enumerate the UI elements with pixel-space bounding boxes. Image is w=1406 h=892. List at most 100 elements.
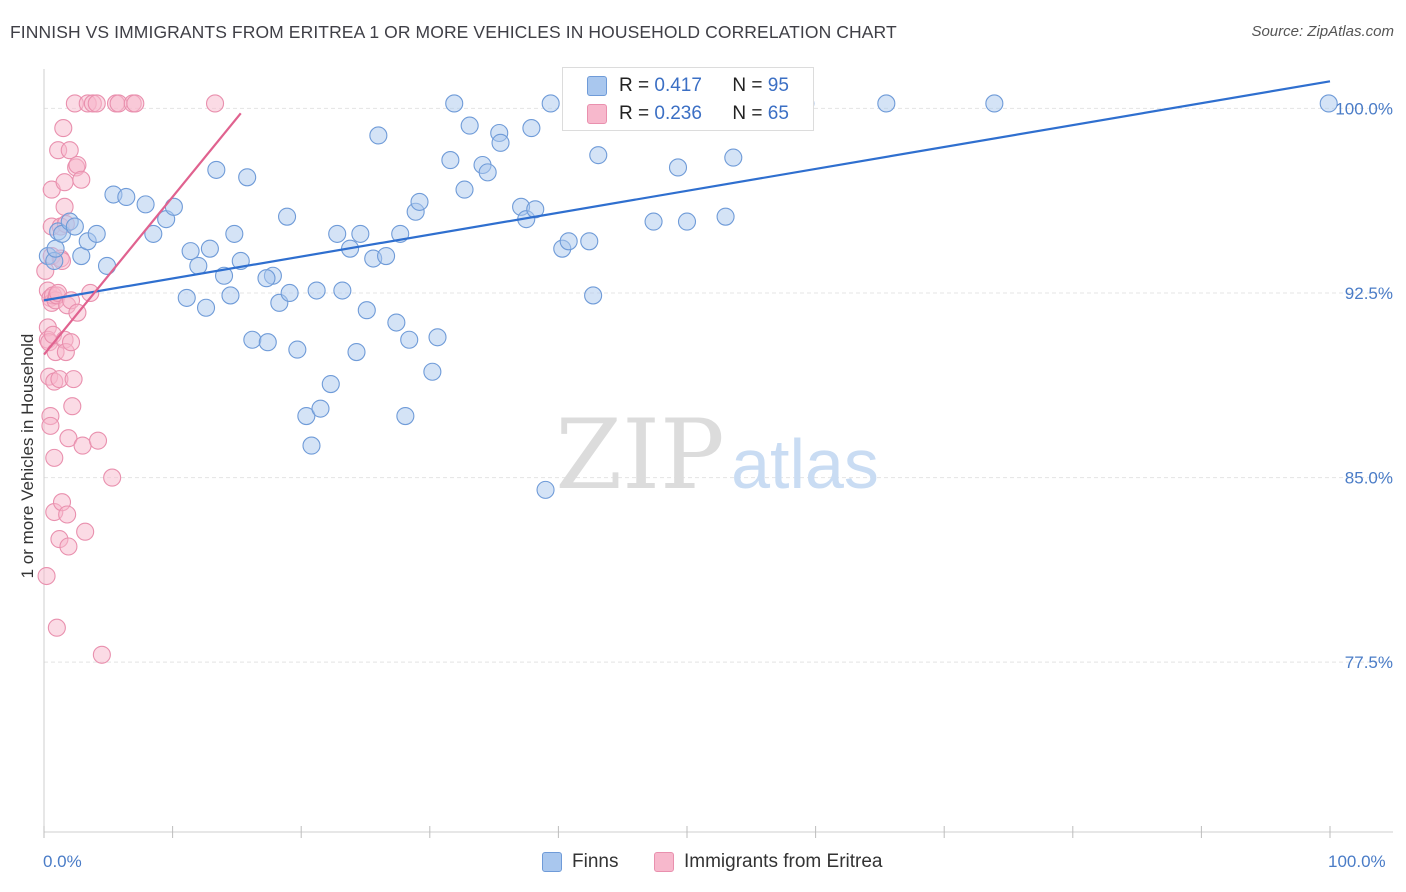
finns-swatch (587, 76, 607, 96)
finns-point (455, 180, 474, 199)
finns-trend-line (43, 80, 1331, 302)
finns-point (181, 242, 200, 261)
finns-point (278, 207, 297, 226)
finns-point (257, 269, 276, 288)
y-tick-label: 100.0% (1335, 99, 1393, 118)
finns-point (328, 224, 347, 243)
legend-swatch-eritrea (654, 852, 674, 872)
eritrea-point (63, 397, 82, 416)
finns-point (724, 148, 743, 167)
series-eritrea-points (36, 94, 225, 664)
finns-point (311, 399, 330, 418)
finns-point (1319, 94, 1338, 113)
finns-point (351, 224, 370, 243)
finns-point (65, 217, 84, 236)
eritrea-point (103, 468, 122, 487)
finns-point (536, 480, 555, 499)
y-tick-label: 77.5% (1345, 653, 1393, 672)
eritrea-trend-line (43, 112, 242, 356)
eritrea-r-label: R = (619, 103, 650, 124)
legend-label-finns: Finns (572, 851, 619, 872)
eritrea-point (54, 119, 73, 138)
finns-n-value: 95 (767, 75, 789, 96)
eritrea-point (59, 537, 78, 556)
eritrea-point (60, 141, 79, 160)
finns-point (716, 207, 735, 226)
legend-item-finns[interactable]: Finns (542, 851, 618, 873)
finns-point (460, 116, 479, 135)
finns-point (677, 212, 697, 231)
finns-point (369, 126, 388, 145)
finns-point (357, 301, 376, 320)
y-tick-labels: 100.0% 92.5% 85.0% 77.5% (1335, 99, 1393, 672)
x-tick-label-max: 100.0% (1328, 852, 1386, 871)
legend-label-eritrea: Immigrants from Eritrea (684, 851, 883, 872)
eritrea-point (76, 522, 95, 541)
eritrea-point (61, 333, 81, 352)
finns-point (200, 239, 219, 258)
finns-n-label: N = (732, 75, 763, 96)
finns-r-value: 0.417 (654, 75, 702, 96)
finns-point (297, 406, 316, 426)
finns-point (238, 168, 257, 187)
x-tick-label-min: 0.0% (43, 852, 82, 871)
legend-swatch-finns (542, 852, 562, 872)
finns-point (478, 163, 497, 182)
eritrea-point (45, 448, 64, 467)
eritrea-point (59, 429, 78, 448)
finns-point (243, 330, 262, 349)
finns-point (985, 94, 1004, 113)
eritrea-swatch (587, 104, 607, 124)
finns-point (221, 286, 240, 305)
y-tick-label: 85.0% (1345, 469, 1393, 488)
axes (43, 69, 1393, 838)
finns-point (302, 436, 321, 455)
eritrea-point (72, 170, 91, 189)
stats-row-finns: R = 0.417 N = 95 (563, 72, 789, 100)
eritrea-point (68, 155, 87, 175)
finns-point (589, 146, 608, 165)
eritrea-r-value: 0.236 (654, 103, 702, 124)
eritrea-point (58, 505, 77, 524)
finns-point (347, 342, 366, 362)
eritrea-point (205, 94, 225, 113)
finns-point (410, 192, 429, 211)
finns-point (441, 151, 460, 170)
finns-point (207, 160, 226, 179)
y-axis-label: 1 or more Vehicles in Household (18, 333, 37, 579)
finns-point (321, 374, 340, 394)
finns-point (258, 333, 277, 352)
watermark: ZIP atlas (555, 399, 879, 511)
finns-point (288, 340, 307, 359)
finns-point (136, 195, 155, 214)
finns-point (400, 330, 419, 349)
finns-r-label: R = (619, 75, 650, 96)
finns-point (117, 187, 136, 207)
finns-point (333, 281, 352, 300)
eritrea-point (55, 173, 74, 192)
eritrea-point (73, 436, 92, 455)
eritrea-point (92, 645, 111, 664)
finns-point (396, 406, 415, 426)
finns-point (87, 224, 106, 243)
eritrea-point (87, 94, 106, 113)
finns-point (428, 328, 447, 347)
y-tick-label: 92.5% (1345, 284, 1393, 303)
chart-title: FINNISH VS IMMIGRANTS FROM ERITREA 1 OR … (10, 22, 897, 42)
eritrea-point (88, 431, 108, 450)
watermark-atlas: atlas (731, 425, 879, 503)
chart-source: Source: ZipAtlas.com (1251, 23, 1394, 40)
watermark-zip: ZIP (555, 399, 724, 511)
finns-point (177, 288, 196, 307)
eritrea-n-label: N = (732, 103, 763, 124)
finns-point (423, 362, 442, 381)
legend-item-eritrea[interactable]: Immigrants from Eritrea (654, 851, 882, 873)
finns-point (144, 224, 163, 243)
eritrea-point (64, 370, 83, 389)
finns-point (377, 247, 396, 266)
finns-point (445, 94, 464, 113)
finns-point (97, 256, 117, 275)
finns-point (491, 133, 510, 152)
eritrea-point (126, 94, 145, 113)
